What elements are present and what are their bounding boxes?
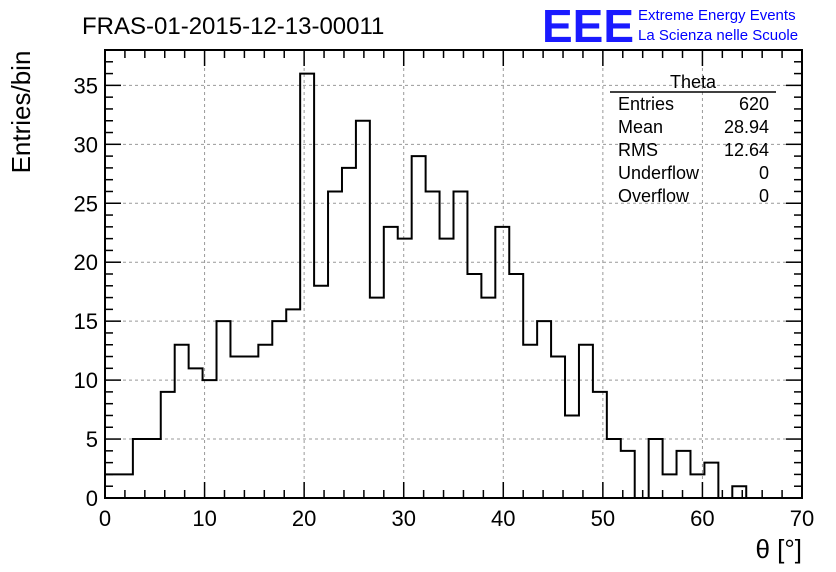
y-tick-label: 15 (74, 309, 98, 334)
stats-value: 0 (759, 163, 769, 183)
x-tick-label: 0 (99, 506, 111, 531)
x-tick-label: 20 (292, 506, 316, 531)
histogram-bin (537, 321, 551, 498)
histogram-bin (286, 309, 300, 498)
histogram-bin (607, 439, 621, 498)
eee-logo-mark: EEE (542, 0, 634, 52)
histogram-bin (551, 357, 565, 498)
y-tick-label: 20 (74, 250, 98, 275)
histogram-bin (677, 451, 691, 498)
histogram-bin (189, 368, 203, 498)
histogram-bin (481, 298, 495, 498)
histogram-bin (147, 439, 161, 498)
y-tick-label: 35 (74, 73, 98, 98)
histogram-bin (133, 439, 147, 498)
histogram-bin (454, 191, 468, 498)
stats-label: RMS (618, 140, 658, 160)
axis-layer: 0 10 20 30 40 50 60 70 0 5 10 15 20 25 30 35 (74, 49, 814, 531)
histogram-bin (119, 474, 133, 498)
histogram-bin (440, 239, 454, 498)
y-tick-label: 5 (86, 427, 98, 452)
stats-label: Overflow (618, 186, 690, 206)
histogram-bin (175, 345, 189, 498)
histogram-bin (244, 357, 258, 498)
histogram-bin (230, 357, 244, 498)
stats-label: Mean (618, 117, 663, 137)
histogram-outline (105, 72, 802, 499)
eee-logo-line1: Extreme Energy Events (638, 7, 796, 24)
histogram-bin (370, 298, 384, 498)
stats-box-title: Theta (670, 72, 717, 92)
histogram-bin (161, 392, 175, 498)
stats-box: Theta Entries 620 Mean 28.94 RMS 12.64 Underfl… (610, 72, 776, 206)
histogram-bin (704, 463, 718, 498)
grid-layer (105, 50, 802, 498)
histogram-bin (467, 274, 481, 498)
histogram-bin (272, 321, 286, 498)
y-tick-label: 25 (74, 191, 98, 216)
y-tick-label: 30 (74, 132, 98, 157)
x-tick-label: 40 (491, 506, 515, 531)
stats-value: 0 (759, 186, 769, 206)
histogram-bin (398, 239, 412, 498)
histogram-bin (412, 156, 426, 498)
stats-label: Entries (618, 94, 674, 114)
histogram-bin (314, 286, 328, 498)
histogram-bin (328, 191, 342, 498)
histogram-bin (523, 345, 537, 498)
y-tick-label: 0 (86, 486, 98, 511)
histogram-bin (384, 227, 398, 498)
x-tick-label: 10 (192, 506, 216, 531)
stats-value: 28.94 (724, 117, 769, 137)
stats-value: 620 (739, 94, 769, 114)
histogram-bin (509, 274, 523, 498)
x-tick-label: 60 (690, 506, 714, 531)
histogram-bin (258, 345, 272, 498)
histogram-bin (217, 321, 231, 498)
x-tick-label: 50 (591, 506, 615, 531)
plot-frame (104, 49, 803, 499)
stats-rows: Entries 620 Mean 28.94 RMS 12.64 Underflow 0 Ove… (618, 94, 769, 206)
histogram-bin (579, 345, 593, 498)
histogram-bin (356, 121, 370, 498)
eee-logo-line2: La Scienza nelle Scuole (638, 27, 798, 44)
eee-logo: EEE Extreme Energy Events La Scienza nel… (542, 0, 798, 52)
histogram-layer (105, 72, 802, 499)
histogram-bin (495, 227, 509, 498)
y-axis-label: Entries/bin (6, 51, 36, 174)
chart-title: FRAS-01-2015-12-13-00011 (82, 13, 384, 40)
x-tick-label: 70 (790, 506, 814, 531)
histogram-bin (649, 439, 663, 498)
histogram-bin (565, 415, 579, 498)
histogram-bin (300, 74, 314, 498)
x-tick-label: 30 (391, 506, 415, 531)
histogram-bin (426, 191, 440, 498)
stats-value: 12.64 (724, 140, 769, 160)
histogram-bin (593, 392, 607, 498)
histogram-bin (342, 168, 356, 498)
y-tick-label: 10 (74, 368, 98, 393)
stats-label: Underflow (618, 163, 700, 183)
histogram-bin (663, 474, 677, 498)
x-axis-label: θ [°] (755, 534, 802, 564)
histogram-bin (732, 486, 746, 498)
